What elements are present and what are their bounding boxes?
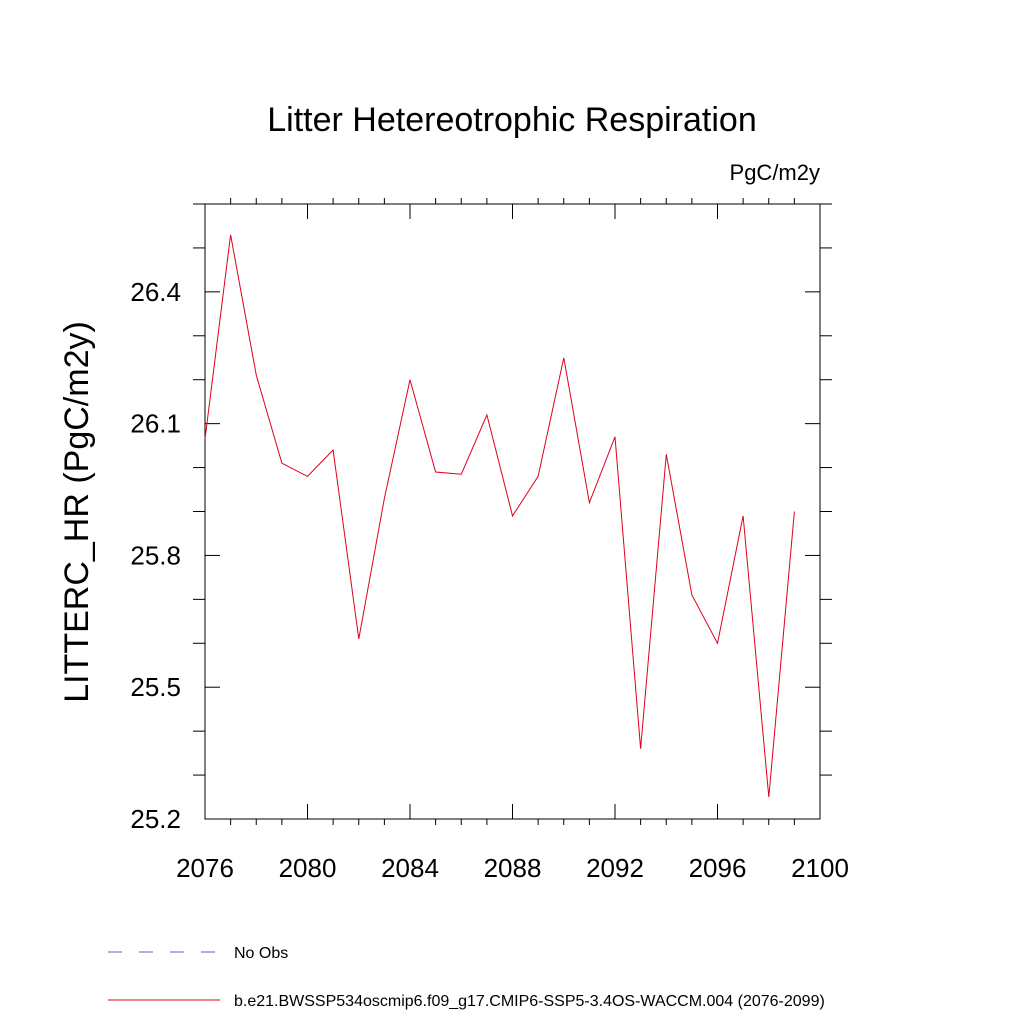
- x-tick-label: 2084: [381, 853, 439, 883]
- series-group: [204, 234, 795, 798]
- axis-tick-labels: 2076 2080 2084 2088 2092 2096 2100 25.2 25.5 25.8…: [130, 277, 849, 883]
- x-tick-label: 2076: [176, 853, 234, 883]
- x-tick-label: 2100: [791, 853, 849, 883]
- y-tick-label: 26.4: [130, 277, 181, 307]
- y-tick-label: 25.5: [130, 672, 181, 702]
- units-label: PgC/m2y: [730, 160, 820, 185]
- axis-ticks: [193, 198, 832, 825]
- series-line: [204, 234, 795, 798]
- y-tick-label: 25.8: [130, 540, 181, 570]
- chart-title: Litter Hetereotrophic Respiration: [267, 101, 756, 139]
- x-tick-label: 2096: [689, 853, 747, 883]
- y-tick-label: 26.1: [130, 409, 181, 439]
- legend-label: No Obs: [234, 945, 288, 962]
- y-axis-label: LITTERC_HR (PgC/m2y): [58, 321, 96, 703]
- x-tick-label: 2080: [279, 853, 337, 883]
- plot-frame: [204, 203, 821, 820]
- x-tick-label: 2092: [586, 853, 644, 883]
- x-tick-label: 2088: [484, 853, 542, 883]
- legend: No Obs b.e21.BWSSP534oscmip6.f09_g17.CMIP…: [108, 945, 825, 1010]
- legend-label: b.e21.BWSSP534oscmip6.f09_g17.CMIP6-SSP5…: [234, 993, 825, 1010]
- y-tick-label: 25.2: [130, 804, 181, 834]
